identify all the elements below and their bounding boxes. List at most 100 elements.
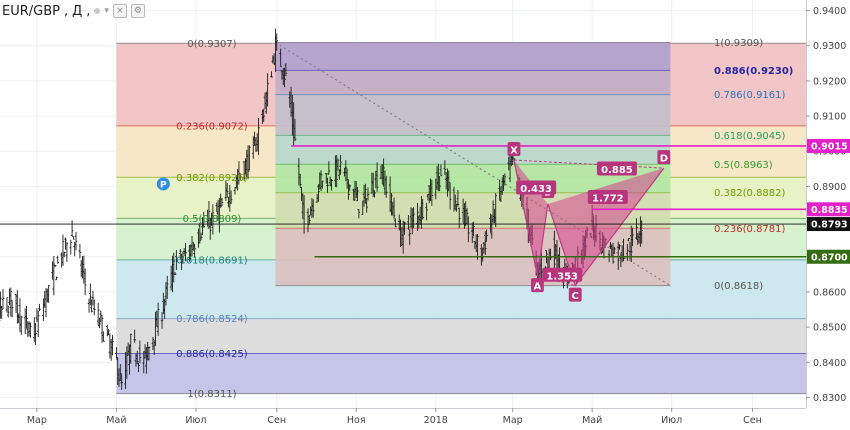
time-tick-label: Май — [106, 415, 126, 426]
fib-level-label: 0(0.9307) — [187, 39, 236, 50]
candle — [173, 272, 177, 275]
candle — [47, 284, 50, 303]
candle — [138, 340, 142, 364]
candle — [339, 155, 342, 175]
fib-level-label: 1(0.9309) — [714, 38, 763, 49]
candle — [229, 190, 233, 205]
price-tick-label: 0.9300 — [813, 41, 846, 52]
candle — [319, 170, 323, 192]
candle — [616, 241, 620, 270]
candle — [430, 179, 434, 206]
candle — [631, 227, 634, 247]
candle — [0, 291, 2, 319]
candle — [611, 242, 615, 264]
candle — [0, 305, 4, 320]
candle — [129, 333, 133, 364]
candle — [416, 202, 419, 232]
candle — [64, 237, 67, 250]
candle — [19, 315, 23, 335]
pattern-ratio-label-bg — [596, 161, 637, 176]
candle — [69, 239, 73, 255]
price-marker-label: 0.8793 — [811, 220, 848, 231]
title-separator: , — [63, 3, 69, 19]
pattern-point-label: C — [572, 291, 579, 302]
time-tick-label: Май — [582, 415, 602, 426]
pattern-point-label-bg — [531, 278, 544, 293]
candle — [284, 63, 288, 77]
candle — [335, 154, 338, 188]
price-marker-bg — [807, 217, 850, 232]
candles — [0, 28, 643, 390]
candle — [279, 48, 282, 68]
candle — [476, 233, 479, 260]
fib-level-label: 0.5(0.8963) — [714, 160, 773, 171]
pattern-ratio-label-bg — [516, 180, 557, 195]
fib-zone — [275, 42, 671, 71]
candle — [262, 108, 266, 122]
timeframe-label[interactable]: Д — [72, 3, 83, 19]
pattern-ratio-label-bg — [542, 267, 583, 282]
price-marker-label: 0.8835 — [811, 205, 848, 216]
plot-area — [0, 28, 806, 395]
candle — [172, 252, 176, 283]
candle — [5, 297, 9, 313]
candle — [25, 306, 28, 329]
fib-zone — [116, 318, 806, 354]
candle — [311, 199, 315, 218]
symbol-title[interactable]: EUR/GBP — [2, 3, 60, 19]
candle — [202, 211, 206, 228]
candle — [443, 160, 447, 175]
candle — [70, 220, 74, 237]
candle — [156, 302, 160, 336]
candle — [408, 229, 411, 245]
candle — [392, 197, 396, 220]
title-separator: , — [86, 3, 91, 19]
candle — [390, 193, 393, 216]
candle — [356, 187, 359, 202]
candle — [618, 244, 621, 250]
fib-level-label: 0.786(0.9161) — [714, 90, 786, 101]
pattern-point-label-bg — [568, 287, 582, 302]
time-axis-bg — [0, 408, 850, 430]
candle — [298, 173, 302, 188]
price-tick-label: 0.8300 — [813, 393, 846, 404]
gear-icon[interactable]: ⚙ — [130, 4, 145, 18]
candle — [246, 145, 250, 180]
candle — [193, 243, 196, 258]
pattern-point-label-bg — [507, 142, 521, 157]
fib-zone — [116, 353, 806, 394]
time-tick-label: Сен — [743, 415, 762, 426]
chevron-down-icon[interactable]: ▾ — [104, 6, 109, 16]
pattern-point-label-bg — [657, 150, 671, 165]
candle — [425, 202, 428, 221]
price-tick-label: 0.8600 — [813, 287, 846, 298]
candle — [421, 199, 425, 220]
candle — [242, 160, 246, 181]
candle — [238, 173, 242, 180]
candle — [448, 182, 452, 210]
fib-level-label: 0.618(0.9045) — [714, 131, 786, 142]
candle — [65, 241, 69, 263]
candle — [283, 67, 286, 88]
candle — [91, 291, 95, 306]
candle — [137, 362, 140, 373]
candle — [456, 189, 460, 207]
price-marker-bg — [807, 249, 850, 264]
pattern-ratio-label: 0.433 — [520, 184, 552, 195]
pattern-point-label: X — [510, 146, 518, 157]
fib-level-label: 0.786(0.8524) — [176, 314, 248, 325]
candle — [83, 268, 87, 296]
fib-level-label: 0.5(0.8809) — [183, 214, 242, 225]
candle — [9, 287, 13, 317]
close-icon[interactable]: × — [112, 4, 127, 18]
pattern-xd-line — [513, 159, 664, 169]
candle — [102, 331, 105, 342]
candle — [635, 218, 638, 240]
candle — [99, 310, 103, 323]
candle — [199, 232, 203, 240]
candle — [119, 364, 122, 382]
candle — [308, 215, 311, 224]
candle — [78, 243, 82, 259]
